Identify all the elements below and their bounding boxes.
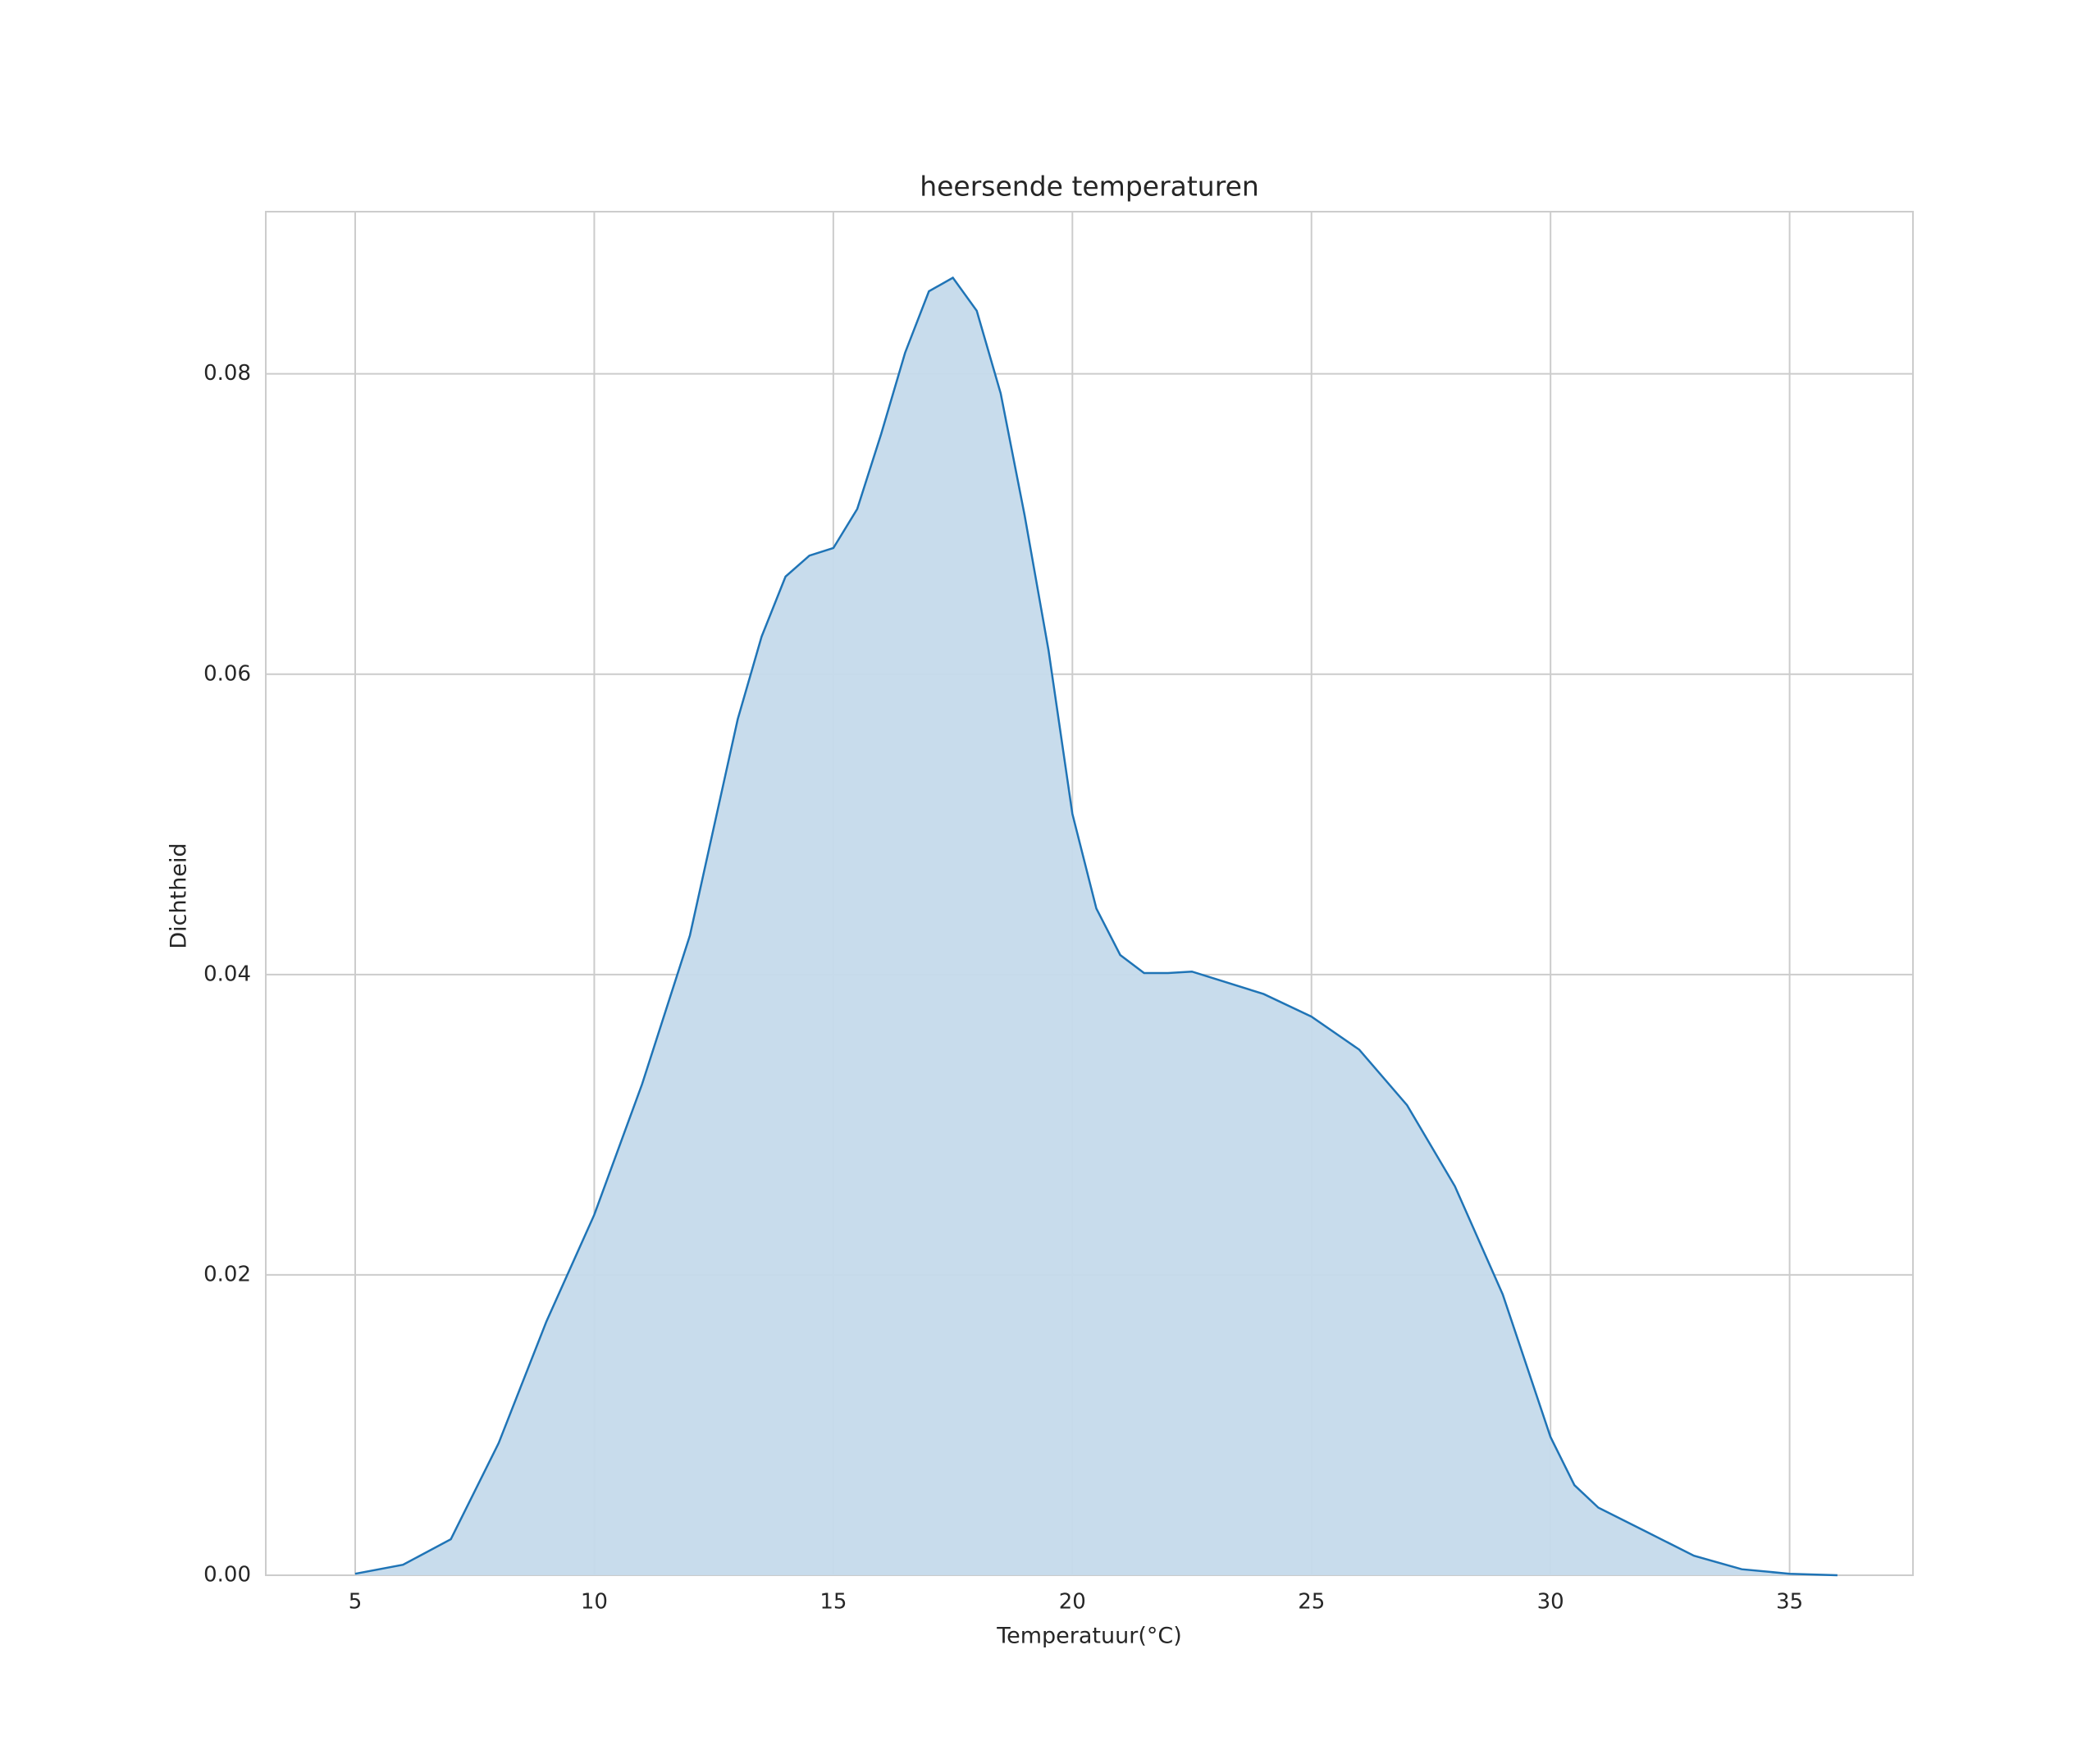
- density-line: [354, 276, 1838, 1577]
- x-tick-label: 25: [1298, 1590, 1325, 1615]
- y-tick-label: 0.02: [203, 1262, 251, 1286]
- y-tick-label: 0.06: [203, 661, 251, 686]
- chart-title: heersende temperaturen: [920, 171, 1259, 203]
- x-tick-label: 15: [819, 1590, 847, 1615]
- x-tick-label: 20: [1059, 1590, 1086, 1615]
- x-tick-label: 30: [1537, 1590, 1564, 1615]
- y-axis-label: Dichtheid: [167, 843, 192, 948]
- y-tick-label: 0.04: [203, 962, 251, 986]
- x-tick-label: 35: [1776, 1590, 1803, 1615]
- x-tick-label: 5: [349, 1590, 363, 1615]
- x-tick-label: 10: [581, 1590, 608, 1615]
- y-tick-label: 0.08: [203, 361, 251, 386]
- x-axis-label: Temperatuur(°C): [996, 1624, 1182, 1649]
- density-area: [355, 277, 1838, 1575]
- y-tick-label: 0.00: [203, 1563, 251, 1588]
